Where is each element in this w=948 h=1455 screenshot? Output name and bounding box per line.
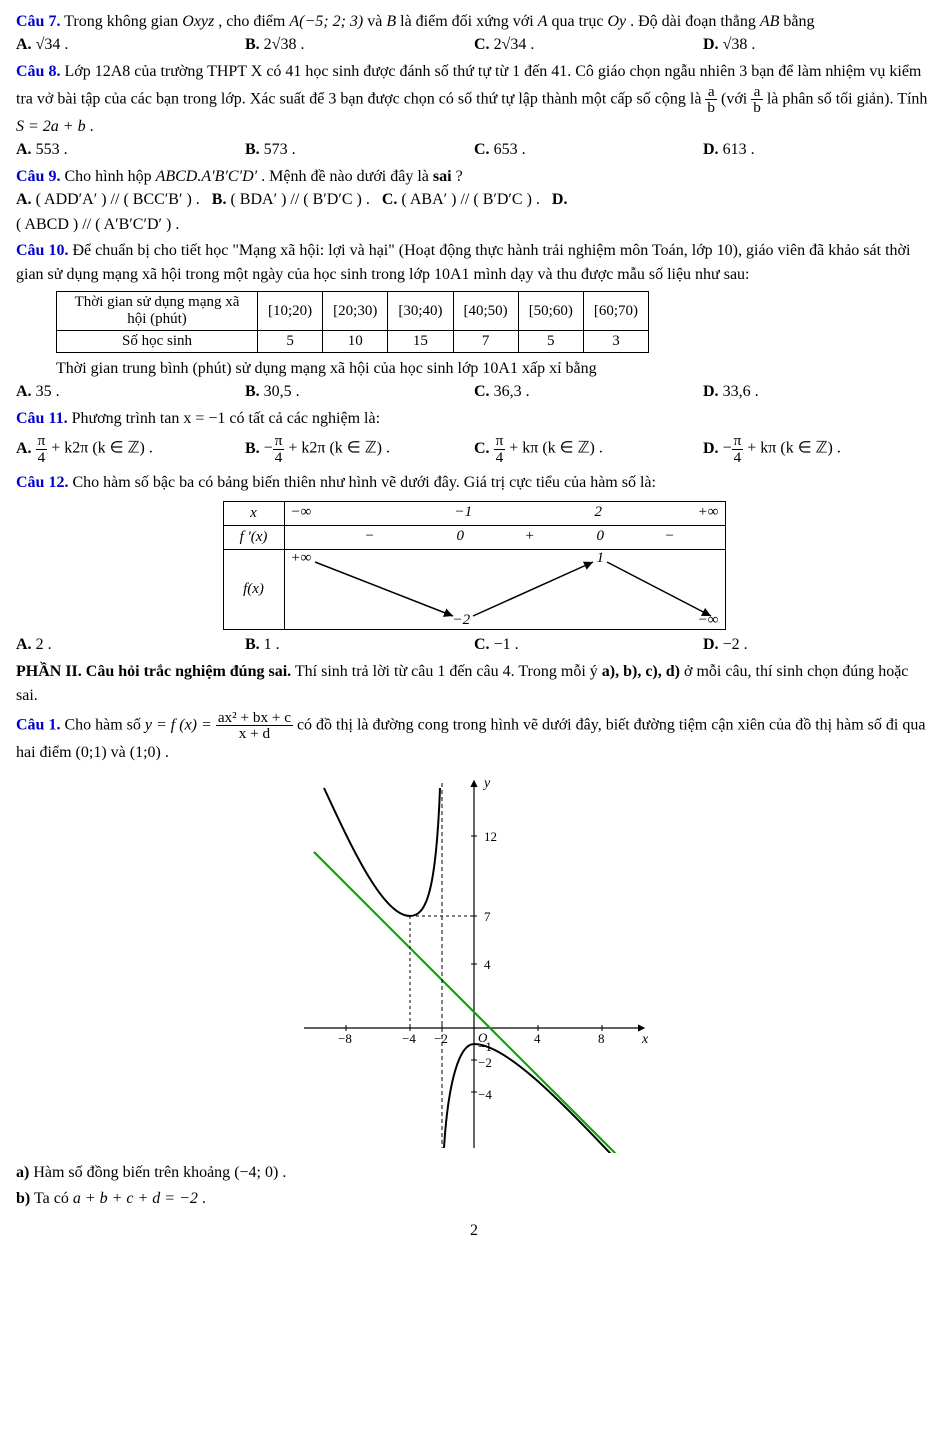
p2-question-1: Câu 1. Cho hàm số y = f (x) = ax² + bx +… bbox=[16, 710, 932, 765]
p2q1-graph: x y O −8 −4 −2 4 8 12 7 4 −1 −2 −4 bbox=[16, 773, 932, 1153]
svg-text:−2: −2 bbox=[434, 1031, 448, 1046]
svg-text:12: 12 bbox=[484, 829, 497, 844]
q10-options: A.35 . B.30,5 . C.36,3 . D.33,6 . bbox=[16, 383, 932, 401]
question-9: Câu 9. Cho hình hộp ABCD.A′B′C′D′ . Mệnh… bbox=[16, 165, 932, 189]
q12-label: Câu 12. bbox=[16, 474, 68, 491]
question-10: Câu 10. Để chuẩn bị cho tiết học "Mạng x… bbox=[16, 239, 932, 287]
question-7: Câu 7. Trong không gian Oxyz , cho điểm … bbox=[16, 10, 932, 34]
q7-text: Trong không gian bbox=[64, 13, 182, 30]
q8-options: A.553 . B.573 . C.653 . D.613 . bbox=[16, 141, 932, 159]
q7-label: Câu 7. bbox=[16, 13, 60, 30]
svg-text:−8: −8 bbox=[338, 1031, 352, 1046]
variation-arrows-icon bbox=[285, 550, 725, 630]
svg-text:y: y bbox=[482, 776, 491, 791]
q7-options: A.√34 . B.2√38 . C.2√34 . D.√38 . bbox=[16, 36, 932, 54]
part-2-heading: PHẦN II. Câu hỏi trắc nghiệm đúng sai. T… bbox=[16, 660, 932, 708]
q10-label: Câu 10. bbox=[16, 242, 68, 259]
q8-label: Câu 8. bbox=[16, 63, 60, 80]
q7-oxyz: Oxyz bbox=[182, 13, 214, 30]
q12-options: A.2 . B.1 . C.−1 . D.−2 . bbox=[16, 636, 932, 654]
question-12: Câu 12. Cho hàm số bậc ba có bảng biến t… bbox=[16, 471, 932, 495]
svg-text:−4: −4 bbox=[402, 1031, 416, 1046]
q9-options: A.( ADD′A′ ) // ( BCC′B′ ) . B.( BDA′ ) … bbox=[16, 191, 932, 209]
q12-variation-table: x −∞ −1 2 +∞ f ′(x) − 0 + 0 − f(x) +∞ − bbox=[223, 501, 726, 630]
p2q1-b: b) Ta có a + b + c + d = −2 . bbox=[16, 1187, 932, 1211]
function-graph-icon: x y O −8 −4 −2 4 8 12 7 4 −1 −2 −4 bbox=[294, 773, 654, 1153]
svg-text:7: 7 bbox=[484, 909, 491, 924]
q9-option-d-body: ( ABCD ) // ( A′B′C′D′ ) . bbox=[16, 213, 932, 237]
svg-text:4: 4 bbox=[534, 1031, 541, 1046]
q11-options: A. π4 + k2π (k ∈ ℤ) . B. −π4 + k2π (k ∈ … bbox=[16, 433, 932, 464]
q11-label: Câu 11. bbox=[16, 410, 68, 427]
p2q1-label: Câu 1. bbox=[16, 716, 60, 733]
svg-text:−2: −2 bbox=[478, 1055, 492, 1070]
svg-text:−4: −4 bbox=[478, 1087, 492, 1102]
svg-text:8: 8 bbox=[598, 1031, 605, 1046]
q10-table: Thời gian sử dụng mạng xã hội (phút) [10… bbox=[56, 291, 649, 353]
p2q1-a: a) Hàm số đồng biến trên khoảng (−4; 0) … bbox=[16, 1161, 932, 1185]
svg-text:4: 4 bbox=[484, 957, 491, 972]
q9-label: Câu 9. bbox=[16, 168, 60, 185]
page-number: 2 bbox=[16, 1219, 932, 1243]
svg-text:x: x bbox=[641, 1032, 649, 1047]
question-11: Câu 11. Phương trình tan x = −1 có tất c… bbox=[16, 407, 932, 431]
q10-after-text: Thời gian trung bình (phút) sử dụng mạng… bbox=[56, 357, 932, 381]
question-8: Câu 8. Lớp 12A8 của trường THPT X có 41 … bbox=[16, 60, 932, 139]
